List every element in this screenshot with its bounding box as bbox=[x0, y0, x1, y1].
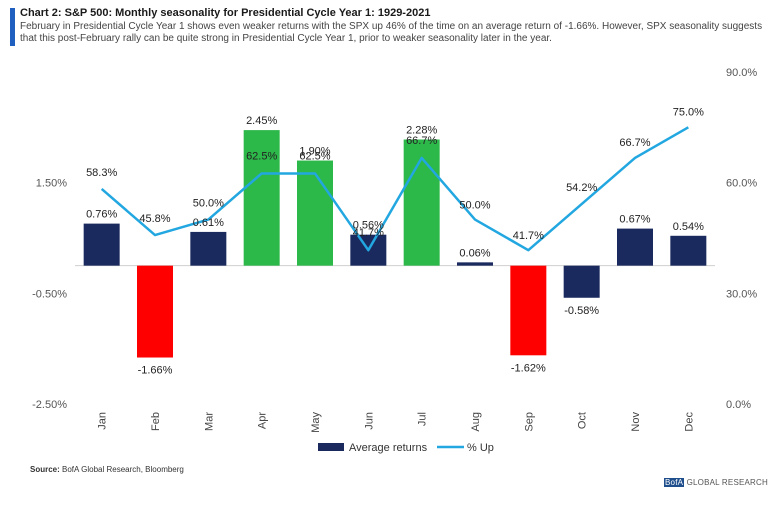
bar-value-label: 2.45% bbox=[246, 115, 277, 127]
category-label: May bbox=[310, 412, 322, 433]
bar-value-label: 0.06% bbox=[459, 247, 490, 259]
line-value-label: 50.0% bbox=[459, 200, 490, 212]
right-tick-label: 60.0% bbox=[726, 178, 757, 190]
category-label: Dec bbox=[683, 412, 695, 432]
legend-swatch-bars bbox=[318, 443, 344, 451]
category-label: Nov bbox=[630, 412, 642, 432]
line-value-label: 54.2% bbox=[566, 182, 597, 194]
line-value-label: 45.8% bbox=[139, 213, 170, 225]
title-accent-bar bbox=[10, 8, 15, 46]
line-value-label: 66.7% bbox=[619, 137, 650, 149]
bar-value-label: 0.76% bbox=[86, 209, 117, 221]
category-label: Jan bbox=[97, 412, 109, 430]
chart-title: Chart 2: S&P 500: Monthly seasonality fo… bbox=[20, 7, 431, 19]
bar-sep bbox=[510, 265, 547, 356]
category-label: Feb bbox=[150, 412, 162, 431]
pct-up-line bbox=[100, 126, 689, 252]
bar-may bbox=[297, 160, 333, 266]
line-value-label: 41.7% bbox=[353, 227, 384, 239]
category-label: Jun bbox=[363, 412, 375, 430]
right-tick-label: 90.0% bbox=[726, 67, 757, 79]
bar-value-label: -1.62% bbox=[511, 362, 546, 374]
line-value-label: 62.5% bbox=[246, 150, 277, 162]
bar-nov bbox=[617, 228, 653, 266]
bar-apr bbox=[243, 130, 280, 266]
bar-value-label: 0.61% bbox=[193, 217, 224, 229]
source-label: Source: bbox=[30, 465, 60, 474]
bar-value-label: 1.90% bbox=[299, 146, 330, 158]
bar-value-label: -0.58% bbox=[564, 305, 599, 317]
category-label: Aug bbox=[470, 412, 482, 432]
category-label: Oct bbox=[577, 412, 589, 429]
left-tick-label: -0.50% bbox=[32, 288, 67, 300]
bar-dec bbox=[670, 235, 707, 266]
legend-label-bars: Average returns bbox=[349, 442, 428, 454]
brand-mark: BofA bbox=[664, 478, 685, 487]
left-tick-label: -2.50% bbox=[32, 399, 67, 411]
right-tick-label: 30.0% bbox=[726, 288, 757, 300]
source-text: BofA Global Research, Bloomberg bbox=[59, 465, 184, 474]
bar-mar bbox=[190, 231, 227, 266]
line-value-label: 50.0% bbox=[193, 198, 224, 210]
left-tick-label: 1.50% bbox=[36, 178, 67, 190]
category-label: Sep bbox=[523, 412, 535, 432]
legend-label-line: % Up bbox=[467, 442, 494, 454]
category-label: Jul bbox=[417, 412, 429, 426]
bar-value-label: 0.56% bbox=[353, 220, 384, 232]
bar-value-label: 0.54% bbox=[673, 221, 704, 233]
right-tick-label: 0.0% bbox=[726, 399, 751, 411]
line-value-label: 58.3% bbox=[86, 167, 117, 179]
category-label: Mar bbox=[203, 412, 215, 431]
source-note: Source: BofA Global Research, Bloomberg bbox=[30, 465, 184, 474]
category-label: Apr bbox=[257, 412, 269, 429]
bar-aug bbox=[457, 262, 493, 266]
bar-value-label: 2.28% bbox=[406, 125, 437, 137]
bar-value-label: -1.66% bbox=[138, 365, 173, 377]
bar-feb bbox=[137, 265, 173, 358]
brand-logo: BofA GLOBAL RESEARCH bbox=[664, 478, 768, 487]
line-value-label: 75.0% bbox=[673, 106, 704, 118]
line-value-label: 66.7% bbox=[406, 135, 437, 147]
line-value-label: 62.5% bbox=[299, 150, 330, 162]
bar-oct bbox=[563, 265, 600, 298]
chart-subtitle: February in Presidential Cycle Year 1 sh… bbox=[20, 21, 763, 44]
bar-jul bbox=[403, 139, 440, 266]
brand-text: GLOBAL RESEARCH bbox=[684, 478, 768, 487]
bar-jan bbox=[83, 223, 120, 266]
line-value-label: 41.7% bbox=[513, 230, 544, 242]
bar-value-label: 0.67% bbox=[619, 214, 650, 226]
